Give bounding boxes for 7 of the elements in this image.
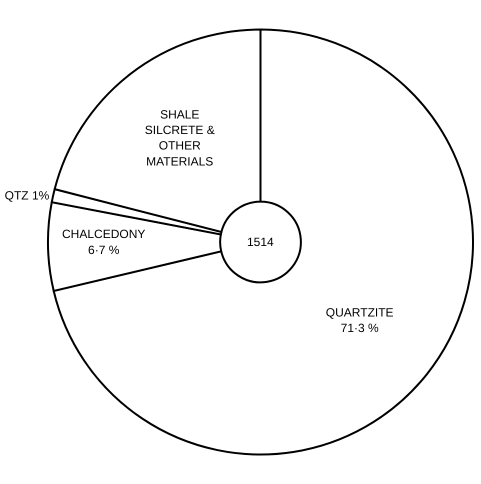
slice-label: CHALCEDONY [62, 227, 146, 242]
text: 1514 [247, 235, 274, 249]
slice-label: QTZ 1% [4, 188, 50, 202]
slice-label: SHALE SILCRETE & OTHER MATERIALS [144, 107, 215, 168]
data-label: 71·3 % [340, 321, 380, 336]
slice-label: QUARTZITE [326, 306, 394, 320]
data-label: 6·7 % [88, 242, 120, 257]
